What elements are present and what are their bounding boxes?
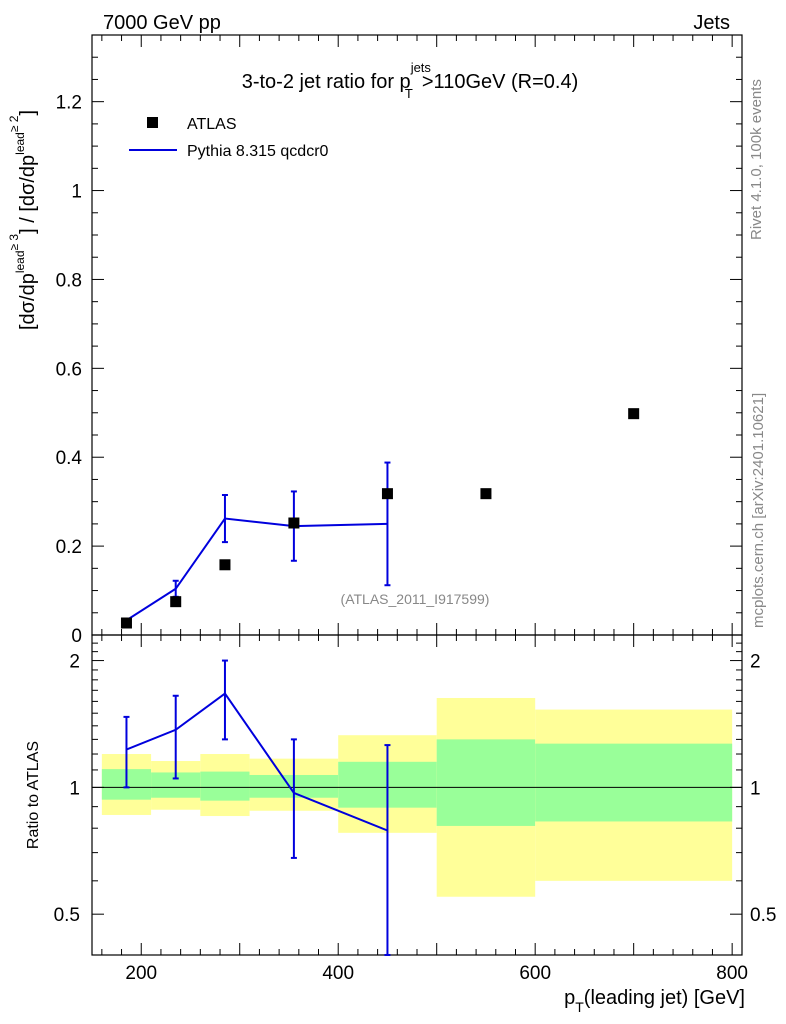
main-plot-data <box>120 408 640 629</box>
header-right: Jets <box>693 12 730 34</box>
y-tick-label-ratio-right: 0.5 <box>750 905 776 926</box>
rivet-label: Rivet 4.1.0, 100k events <box>748 79 765 240</box>
legend-atlas-marker <box>147 117 158 128</box>
x-tick-label: 800 <box>716 963 748 984</box>
ratio-plot-data <box>123 659 391 956</box>
atlas-point <box>120 617 132 629</box>
y-tick-label-ratio-left: 1 <box>69 778 80 799</box>
band-inner-6 <box>535 743 733 822</box>
y-tick-label-main: 1 <box>71 182 82 203</box>
x-tick-label: 200 <box>125 963 157 984</box>
y-axis-label-main: [dσ/dplead≥ 3] / [dσ/dplead≥ 2] <box>7 110 39 330</box>
y-tick-label-main: 1.2 <box>56 93 82 114</box>
header-left: 7000 GeV pp <box>103 12 221 34</box>
y-tick-label-main: 0.2 <box>56 537 82 558</box>
x-tick-label: 400 <box>322 963 354 984</box>
atlas-point <box>219 559 231 571</box>
analysis-id: (ATLAS_2011_I917599) <box>341 591 490 607</box>
y-tick-label-ratio-right: 1 <box>750 778 761 799</box>
y-tick-label-ratio-left: 0.5 <box>54 905 80 926</box>
atlas-point <box>288 517 300 529</box>
legend-pythia-label: Pythia 8.315 qcdcr0 <box>187 143 329 160</box>
y-tick-label-main: 0.8 <box>56 270 82 291</box>
y-tick-label-ratio-right: 2 <box>750 652 761 673</box>
band-inner-2 <box>200 771 250 801</box>
axis-ticks <box>92 35 742 955</box>
y-tick-label-main: 0.6 <box>56 359 82 380</box>
y-tick-label-ratio-left: 2 <box>69 652 80 673</box>
uncertainty-bands <box>101 697 733 897</box>
atlas-point <box>480 488 492 500</box>
y-tick-label-main: 0 <box>71 626 82 647</box>
plot-title: 3-to-2 jet ratio for pjets T>110GeV (R=0.… <box>242 60 579 101</box>
atlas-point <box>381 488 393 500</box>
atlas-point <box>628 408 640 420</box>
atlas-point <box>170 596 182 608</box>
band-inner-5 <box>436 739 536 826</box>
x-axis-label: pT(leading jet) [GeV] <box>564 987 745 1015</box>
legend-atlas-label: ATLAS <box>187 116 237 133</box>
x-tick-label: 600 <box>519 963 551 984</box>
mcplots-label: mcplots.cern.ch [arXiv:2401.10621] <box>750 393 767 628</box>
y-axis-label-ratio: Ratio to ATLAS <box>25 741 42 849</box>
y-tick-label-main: 0.4 <box>56 448 83 469</box>
axis-tick-labels: 200 400 600 800 0 0.2 0.4 0.6 0.8 1 1.2 0.5 0.5 1 1 2 2 <box>54 93 777 984</box>
